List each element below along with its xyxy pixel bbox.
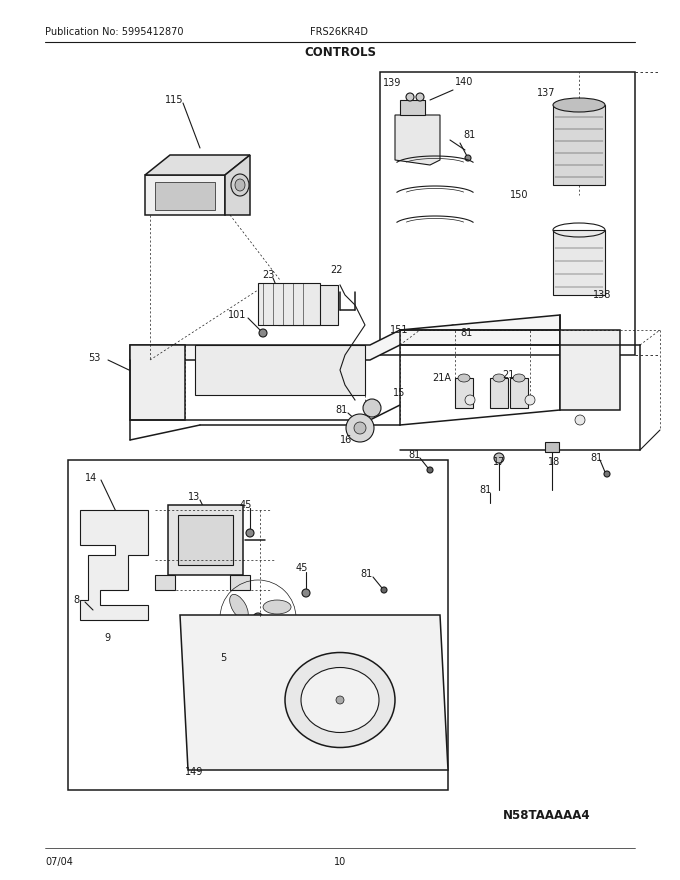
Text: 22: 22 (330, 265, 343, 275)
Text: 150: 150 (510, 190, 528, 200)
Ellipse shape (285, 652, 395, 747)
Bar (545, 442, 559, 452)
Text: 13: 13 (188, 492, 200, 502)
Text: 10: 10 (334, 857, 346, 867)
Text: 9: 9 (104, 633, 110, 643)
Circle shape (253, 613, 263, 623)
Ellipse shape (235, 179, 245, 191)
Text: 14: 14 (85, 473, 97, 483)
Bar (258, 283, 320, 325)
Circle shape (604, 471, 610, 477)
Text: 101: 101 (228, 310, 246, 320)
Polygon shape (155, 182, 215, 210)
Bar (68, 460, 448, 790)
Circle shape (494, 453, 504, 463)
Polygon shape (155, 575, 175, 590)
Ellipse shape (263, 600, 291, 614)
Text: 81: 81 (408, 450, 420, 460)
Polygon shape (80, 510, 148, 620)
Circle shape (406, 93, 414, 101)
Text: 81: 81 (463, 130, 475, 140)
Text: 140: 140 (455, 77, 473, 87)
Text: FRS26KR4D: FRS26KR4D (310, 27, 368, 37)
Polygon shape (130, 345, 185, 420)
Text: 81: 81 (460, 328, 472, 338)
Circle shape (259, 329, 267, 337)
Ellipse shape (493, 374, 505, 382)
Text: 81: 81 (360, 569, 372, 579)
Bar (380, 72, 635, 355)
Circle shape (302, 589, 310, 597)
Text: 53: 53 (88, 353, 101, 363)
Text: 81: 81 (335, 405, 347, 415)
Ellipse shape (553, 98, 605, 112)
Text: 16: 16 (340, 435, 352, 445)
Bar (553, 105, 605, 185)
Circle shape (354, 422, 366, 434)
Text: 23: 23 (262, 270, 274, 280)
Text: 5: 5 (220, 653, 226, 663)
Ellipse shape (230, 594, 248, 620)
Circle shape (465, 395, 475, 405)
Bar (455, 378, 473, 408)
Text: 151: 151 (390, 325, 409, 335)
Circle shape (416, 93, 424, 101)
Circle shape (525, 395, 535, 405)
Text: N58TAAAAA4: N58TAAAAA4 (503, 809, 590, 822)
Text: 15: 15 (393, 388, 405, 398)
Text: 45: 45 (240, 500, 252, 510)
Text: 115: 115 (165, 95, 184, 105)
Circle shape (427, 467, 433, 473)
Text: CONTROLS: CONTROLS (304, 46, 376, 58)
Circle shape (357, 421, 363, 427)
Text: 18: 18 (548, 457, 560, 467)
Text: 139: 139 (383, 78, 401, 88)
Circle shape (465, 155, 471, 161)
Text: 8: 8 (73, 595, 79, 605)
Ellipse shape (458, 374, 470, 382)
Text: 81: 81 (590, 453, 602, 463)
Text: 21A: 21A (432, 373, 451, 383)
Bar (168, 505, 243, 575)
Bar (560, 330, 620, 410)
Text: 45: 45 (296, 563, 308, 573)
Polygon shape (130, 315, 560, 360)
Circle shape (381, 587, 387, 593)
Polygon shape (225, 155, 250, 215)
Text: 07/04: 07/04 (45, 857, 73, 867)
Bar (553, 230, 605, 295)
Circle shape (346, 414, 374, 442)
Bar (278, 285, 338, 325)
Text: 21: 21 (502, 370, 514, 380)
Polygon shape (400, 100, 425, 115)
Circle shape (246, 529, 254, 537)
Polygon shape (395, 115, 440, 165)
Text: 149: 149 (185, 767, 203, 777)
Text: 81: 81 (479, 485, 491, 495)
Circle shape (450, 325, 456, 331)
Polygon shape (195, 345, 365, 395)
Text: 17: 17 (493, 457, 505, 467)
Bar (510, 378, 528, 408)
Circle shape (336, 696, 344, 704)
Bar (178, 515, 233, 565)
Ellipse shape (249, 627, 267, 653)
Text: Publication No: 5995412870: Publication No: 5995412870 (45, 27, 184, 37)
Ellipse shape (231, 174, 249, 196)
Text: 137: 137 (537, 88, 556, 98)
Circle shape (575, 415, 585, 425)
Polygon shape (145, 155, 250, 175)
Circle shape (363, 399, 381, 417)
Polygon shape (145, 175, 225, 215)
Text: 138: 138 (593, 290, 611, 300)
Polygon shape (180, 615, 448, 770)
Ellipse shape (513, 374, 525, 382)
Ellipse shape (301, 668, 379, 732)
Polygon shape (230, 575, 250, 590)
Bar (490, 378, 508, 408)
